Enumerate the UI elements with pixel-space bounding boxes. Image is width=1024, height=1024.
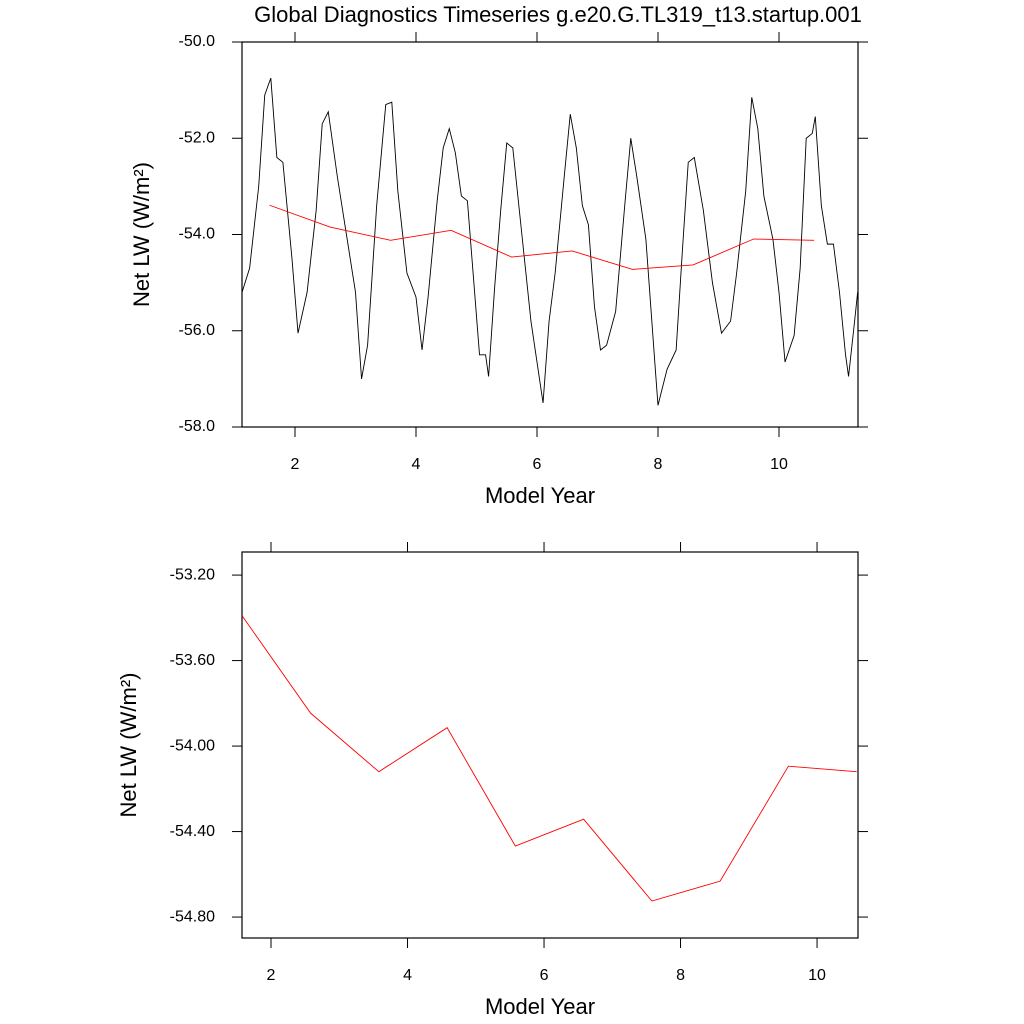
plot-frame bbox=[241, 41, 859, 428]
x-tick-label: 4 bbox=[403, 967, 412, 984]
y-tick-label: -53.60 bbox=[170, 652, 215, 669]
x-tick-label: 2 bbox=[267, 967, 276, 984]
y-axis-label: Net LW (W/m²) bbox=[129, 162, 154, 307]
data-line bbox=[269, 204, 815, 270]
x-tick-label: 6 bbox=[533, 456, 542, 473]
chart-title: Global Diagnostics Timeseries g.e20.G.TL… bbox=[254, 2, 862, 27]
plot-frame bbox=[241, 551, 859, 939]
y-tick-label: -53.20 bbox=[170, 566, 215, 583]
y-axis-label: Net LW (W/m²) bbox=[116, 672, 141, 817]
x-tick-label: 2 bbox=[291, 456, 300, 473]
y-tick-label: -54.40 bbox=[170, 823, 215, 840]
x-tick-label: 10 bbox=[770, 456, 788, 473]
y-tick-label: -58.0 bbox=[179, 418, 216, 435]
x-tick-label: 4 bbox=[412, 456, 421, 473]
x-tick-label: 8 bbox=[676, 967, 685, 984]
x-axis-label: Model Year bbox=[485, 483, 595, 508]
x-tick-label: 8 bbox=[654, 456, 663, 473]
data-line bbox=[241, 615, 857, 902]
y-tick-label: -54.00 bbox=[170, 737, 215, 754]
y-tick-label: -56.0 bbox=[179, 322, 216, 339]
x-tick-label: 10 bbox=[808, 967, 826, 984]
x-tick-label: 6 bbox=[540, 967, 549, 984]
y-tick-label: -52.0 bbox=[179, 129, 216, 146]
data-line bbox=[241, 77, 859, 406]
x-axis-label: Model Year bbox=[485, 994, 595, 1019]
y-tick-label: -50.0 bbox=[179, 33, 216, 50]
y-tick-label: -54.0 bbox=[179, 226, 216, 243]
y-tick-label: -54.80 bbox=[170, 908, 215, 925]
